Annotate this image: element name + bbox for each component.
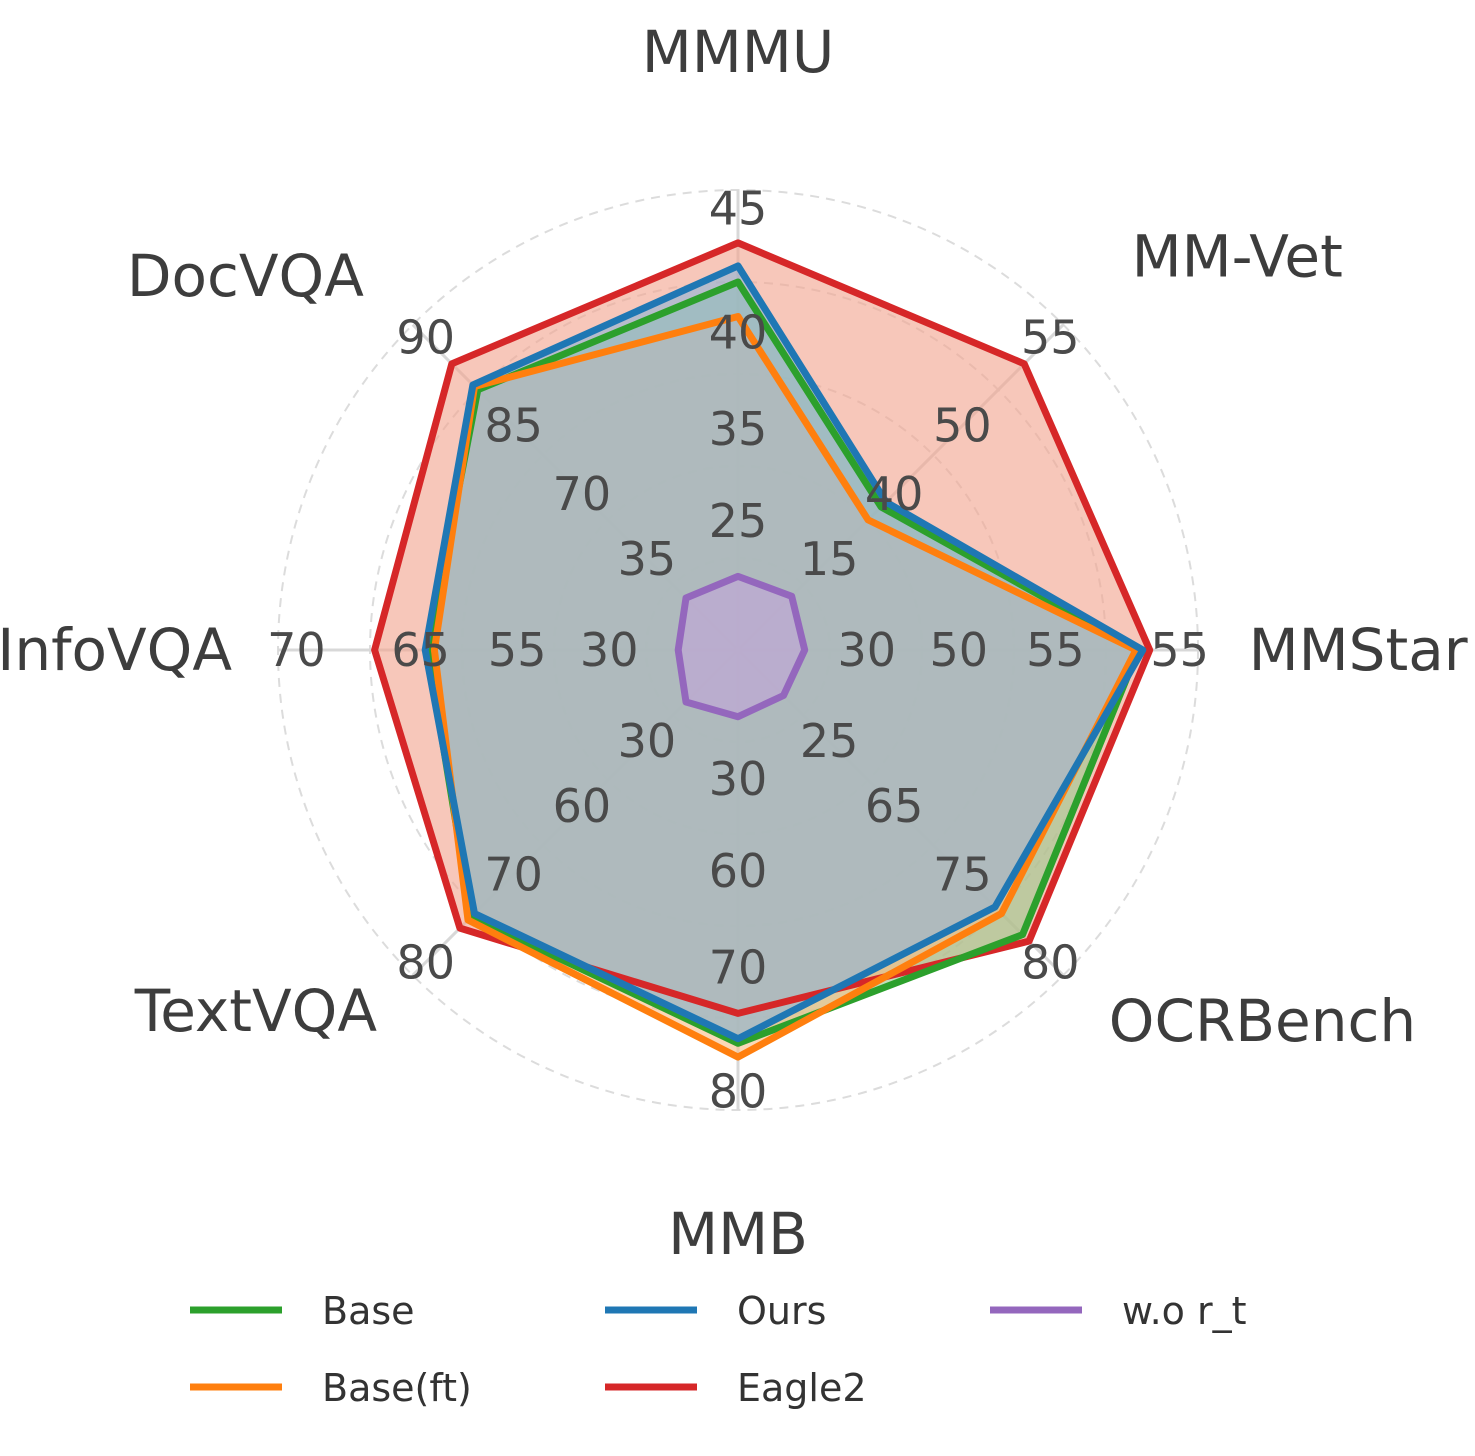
legend-item-base-ft: Base(ft)	[190, 1366, 472, 1410]
axis-title-mm-vet: MM-Vet	[1132, 222, 1343, 290]
legend-item-base: Base	[190, 1289, 415, 1333]
series-line-w-o-r-t	[674, 572, 809, 721]
tick-infovqa-4: 70	[267, 623, 326, 677]
legend-label-ours: Ours	[737, 1289, 826, 1333]
tick-textvqa-4: 80	[396, 935, 455, 989]
tick-docvqa-4: 90	[396, 311, 455, 365]
legend-item-ours: Ours	[605, 1289, 826, 1333]
tick-mmb-1: 30	[709, 752, 768, 806]
series-line-ours	[421, 262, 1147, 1043]
tick-mmstar-2: 50	[930, 623, 989, 677]
tick-textvqa-2: 60	[553, 779, 612, 833]
axis-title-infovqa: InfoVQA	[0, 616, 232, 684]
axis-title-mmmu: MMMU	[642, 18, 835, 86]
axis-title-textvqa: TextVQA	[134, 977, 378, 1045]
tick-mmstar-1: 30	[838, 623, 897, 677]
series-lines	[371, 239, 1154, 1061]
tick-mmb-3: 70	[709, 940, 768, 994]
tick-infovqa-2: 55	[488, 623, 547, 677]
tick-mmmu-1: 25	[709, 494, 768, 548]
tick-infovqa-3: 65	[391, 623, 450, 677]
tick-ocrbench-3: 75	[933, 847, 992, 901]
tick-textvqa-3: 70	[484, 847, 543, 901]
legend-label-base: Base	[322, 1289, 415, 1333]
tick-infovqa-1: 30	[580, 623, 639, 677]
tick-textvqa-1: 30	[618, 714, 677, 768]
tick-docvqa-1: 35	[618, 532, 677, 586]
tick-mmstar-3: 55	[1026, 623, 1085, 677]
tick-mm-vet-3: 50	[933, 399, 992, 453]
tick-mmb-2: 60	[709, 844, 768, 898]
tick-mmmu-3: 40	[709, 306, 768, 360]
axis-title-ocrbench: OCRBench	[1109, 987, 1416, 1055]
series-fills	[374, 242, 1150, 1058]
tick-mmmu-4: 45	[709, 181, 768, 235]
tick-mmmu-2: 35	[709, 402, 768, 456]
series-fill-w-o-r-t	[678, 576, 805, 717]
tick-docvqa-2: 70	[553, 467, 612, 521]
legend-item-w-o-r-t: w.o r_t	[990, 1289, 1247, 1333]
legend-label-w-o-r-t: w.o r_t	[1122, 1289, 1247, 1333]
axis-title-mmstar: MMStar	[1249, 616, 1468, 684]
tick-mm-vet-2: 40	[865, 467, 924, 521]
axis-title-mmb: MMB	[668, 1200, 808, 1268]
axis-title-docvqa: DocVQA	[127, 242, 364, 310]
series-line-eagle2	[371, 239, 1154, 1017]
axis-titles: MMMU MM-Vet MMStar OCRBench MMB TextVQA InfoVQ…	[0, 18, 1468, 1268]
tick-mmb-4: 80	[709, 1065, 768, 1119]
legend-item-eagle2: Eagle2	[605, 1366, 867, 1410]
tick-mmstar-4: 55	[1150, 623, 1209, 677]
tick-mm-vet-1: 15	[800, 532, 859, 586]
series-line-base-ft	[430, 313, 1140, 1061]
tick-ocrbench-4: 80	[1021, 935, 1080, 989]
tick-mm-vet-4: 55	[1021, 311, 1080, 365]
tick-ocrbench-1: 25	[800, 714, 859, 768]
legend-label-eagle2: Eagle2	[737, 1366, 867, 1410]
legend-label-base-ft: Base(ft)	[322, 1366, 472, 1410]
tick-docvqa-3: 85	[484, 399, 543, 453]
tick-ocrbench-2: 65	[865, 779, 924, 833]
legend: Base Ours w.o r_t Base(ft) Eagle2	[190, 1289, 1247, 1410]
